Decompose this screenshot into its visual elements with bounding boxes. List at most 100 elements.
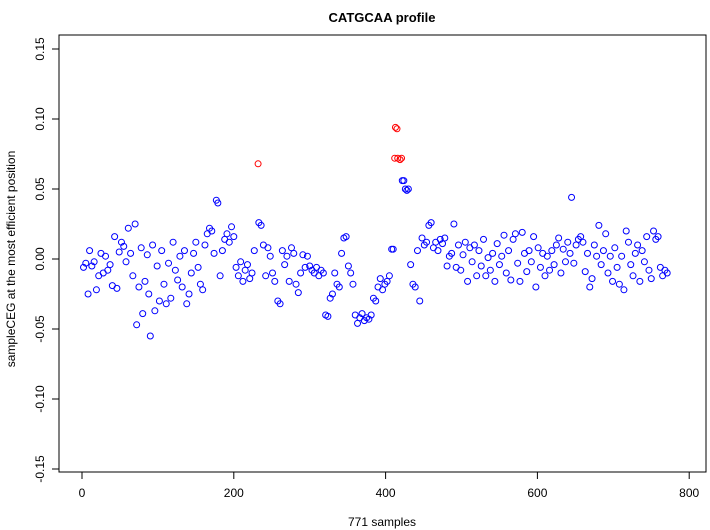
data-point (133, 321, 141, 329)
data-point (411, 283, 419, 291)
data-point (326, 294, 334, 302)
data-point (287, 244, 295, 252)
data-point (583, 249, 591, 257)
data-point (518, 228, 526, 236)
data-point (416, 297, 424, 305)
data-point (264, 244, 272, 252)
data-point (613, 263, 621, 271)
data-point (480, 235, 488, 243)
data-point (588, 275, 596, 283)
data-point (104, 266, 112, 274)
data-point (135, 283, 143, 291)
data-point (523, 268, 531, 276)
y-tick-label: -0.15 (33, 455, 47, 483)
data-point (214, 199, 222, 207)
data-point (602, 230, 610, 238)
data-point (555, 234, 563, 242)
data-point (82, 259, 90, 267)
data-point (86, 247, 94, 255)
data-point (84, 290, 92, 298)
data-point (401, 185, 409, 193)
data-point (389, 245, 397, 253)
data-point (470, 241, 478, 249)
data-point (372, 297, 380, 305)
data-point (139, 310, 147, 318)
data-point (561, 258, 569, 266)
highlight-point (396, 156, 404, 164)
data-point (250, 247, 258, 255)
data-point (187, 269, 195, 277)
data-point (491, 277, 499, 285)
data-point (530, 233, 538, 241)
data-point (597, 261, 605, 269)
data-point (403, 186, 411, 194)
data-point (536, 263, 544, 271)
data-point (511, 230, 519, 238)
data-point (385, 272, 393, 280)
data-point (278, 247, 286, 255)
y-tick-label: -0.05 (33, 315, 47, 343)
x-axis-label: 771 samples (348, 515, 416, 529)
data-point (622, 227, 630, 235)
data-point (257, 221, 265, 229)
data-point (620, 286, 628, 294)
chart-title: CATGCAA profile (329, 10, 436, 25)
data-point (564, 238, 572, 246)
data-point (176, 252, 184, 260)
data-point (127, 249, 135, 257)
data-point (201, 241, 209, 249)
data-point (514, 259, 522, 267)
data-point (509, 235, 517, 243)
data-point (464, 277, 472, 285)
data-point (505, 247, 513, 255)
data-point (516, 277, 524, 285)
data-point (354, 319, 362, 327)
data-point (427, 219, 435, 227)
data-point (223, 230, 231, 238)
data-point (634, 241, 642, 249)
data-point (80, 263, 88, 271)
data-point (559, 245, 567, 253)
data-point (609, 277, 617, 285)
data-point (448, 249, 456, 257)
data-point (347, 269, 355, 277)
data-point (241, 266, 249, 274)
data-point (167, 294, 175, 302)
data-point (486, 266, 494, 274)
data-point (645, 266, 653, 274)
data-point (557, 269, 565, 277)
highlight-point (393, 125, 401, 133)
data-point (183, 300, 191, 308)
data-point (570, 259, 578, 267)
data-point (344, 262, 352, 270)
data-point (216, 272, 224, 280)
data-point (579, 238, 587, 246)
data-point (586, 283, 594, 291)
x-tick-label: 400 (376, 486, 396, 500)
data-point (525, 247, 533, 255)
data-point (647, 275, 655, 283)
data-point (88, 262, 96, 270)
data-point (149, 241, 157, 249)
data-point (246, 275, 254, 283)
y-tick-label: 0.00 (33, 247, 47, 271)
data-point (248, 269, 256, 277)
data-point (618, 252, 626, 260)
data-point (234, 272, 242, 280)
data-point (174, 276, 182, 284)
data-point (423, 238, 431, 246)
data-point (90, 258, 98, 266)
data-point (461, 238, 469, 246)
data-point (379, 286, 387, 294)
data-point (180, 247, 188, 255)
data-point (376, 275, 384, 283)
data-point (106, 261, 114, 269)
data-point (643, 233, 651, 241)
data-point (572, 241, 580, 249)
data-point (165, 259, 173, 267)
data-point (331, 269, 339, 277)
highlight-point (254, 160, 262, 168)
data-point (292, 280, 300, 288)
data-point (294, 289, 302, 297)
